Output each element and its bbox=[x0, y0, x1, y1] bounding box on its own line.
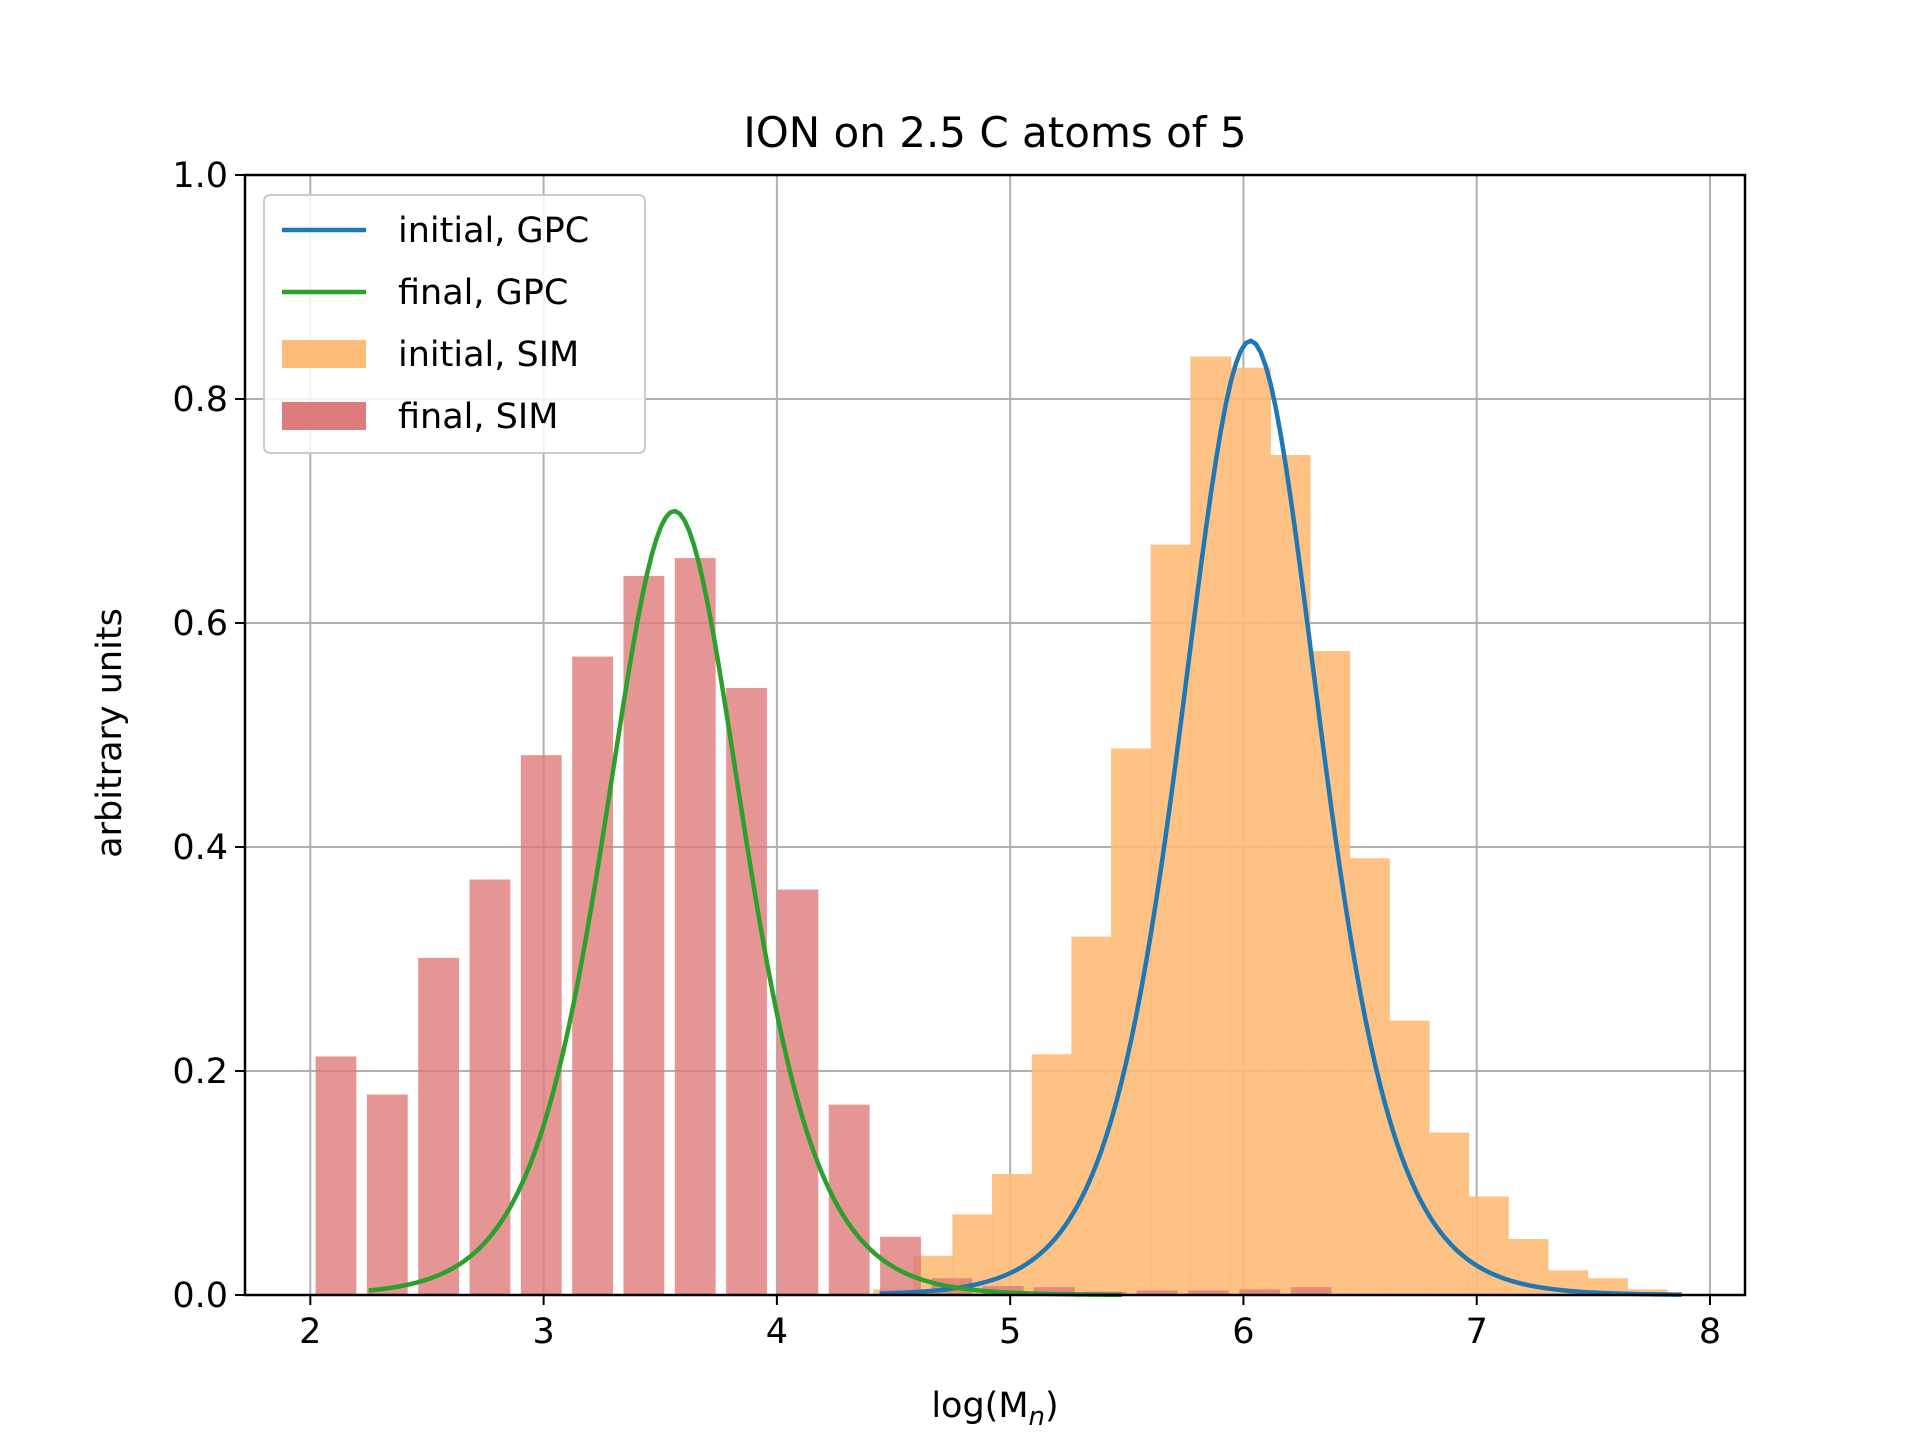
y-tick-label: 1.0 bbox=[172, 156, 228, 196]
bar-final-sim bbox=[469, 879, 511, 1295]
plot-frame bbox=[243, 173, 1747, 1297]
legend-label: final, GPC bbox=[398, 273, 568, 313]
bar-initial-sim bbox=[1309, 651, 1351, 1295]
y-axis-ticks: 0.0 0.2 0.4 0.6 0.8 1.0 bbox=[172, 156, 245, 1316]
legend-label: initial, SIM bbox=[398, 335, 579, 375]
x-tick-label: 2 bbox=[299, 1312, 321, 1352]
y-tick-label: 0.4 bbox=[172, 828, 228, 868]
x-axis-label: log(Mn) bbox=[931, 1386, 1058, 1432]
bar-final-sim bbox=[366, 1094, 408, 1295]
y-tick-label: 0.0 bbox=[172, 1276, 228, 1316]
y-tick-label: 0.8 bbox=[172, 380, 228, 420]
y-tick-label: 0.2 bbox=[172, 1052, 228, 1092]
bar-initial-sim bbox=[1190, 356, 1232, 1295]
bar-final-sim bbox=[674, 558, 716, 1295]
chart-title: ION on 2.5 C atoms of 5 bbox=[743, 108, 1246, 157]
legend-label: final, SIM bbox=[398, 397, 558, 437]
legend-patch-swatch bbox=[282, 402, 366, 430]
x-tick-label: 7 bbox=[1466, 1312, 1488, 1352]
line-final-gpc bbox=[368, 508, 1123, 1298]
bar-initial-sim bbox=[1071, 936, 1113, 1295]
bar-initial-sim bbox=[1150, 544, 1192, 1295]
legend: initial, GPC final, GPC initial, SIM final,… bbox=[263, 194, 646, 454]
bar-initial-sim bbox=[1349, 858, 1390, 1295]
x-tick-label: 4 bbox=[766, 1312, 788, 1352]
x-tick-label: 6 bbox=[1232, 1312, 1254, 1352]
bar-initial-sim bbox=[1111, 748, 1152, 1295]
bar-final-sim bbox=[520, 755, 562, 1295]
bar-layer bbox=[315, 356, 1668, 1295]
bar-final-sim bbox=[1188, 1290, 1229, 1295]
x-tick-label: 5 bbox=[999, 1312, 1021, 1352]
bar-final-sim bbox=[726, 687, 767, 1295]
bar-initial-sim bbox=[1230, 367, 1271, 1295]
bar-initial-sim bbox=[992, 1174, 1033, 1295]
bar-final-sim bbox=[880, 1236, 921, 1295]
x-axis-ticks: 2 3 4 5 6 7 8 bbox=[299, 1295, 1721, 1352]
line-initial-gpc bbox=[879, 338, 1682, 1297]
line-layer bbox=[368, 338, 1682, 1298]
bar-final-sim bbox=[1136, 1290, 1178, 1295]
x-axis-label-subscript: n bbox=[1029, 1402, 1045, 1432]
x-tick-label: 8 bbox=[1699, 1312, 1721, 1352]
legend-box bbox=[263, 194, 646, 454]
legend-label: initial, GPC bbox=[398, 211, 589, 251]
bar-final-sim bbox=[315, 1056, 357, 1295]
bar-initial-sim bbox=[1269, 455, 1311, 1295]
bar-final-sim bbox=[777, 889, 819, 1295]
bar-final-sim bbox=[623, 575, 665, 1295]
legend-patch-swatch bbox=[282, 340, 366, 368]
y-axis-label: arbitrary units bbox=[90, 608, 130, 858]
bar-final-sim bbox=[1290, 1287, 1332, 1295]
bar-initial-sim bbox=[1388, 1020, 1430, 1295]
x-tick-label: 3 bbox=[532, 1312, 554, 1352]
bar-initial-sim bbox=[1428, 1132, 1470, 1295]
bar-initial-sim bbox=[1031, 1054, 1073, 1295]
bar-final-sim bbox=[1239, 1289, 1281, 1295]
bar-final-sim bbox=[418, 957, 460, 1295]
y-tick-label: 0.6 bbox=[172, 604, 228, 644]
bar-final-sim bbox=[1034, 1287, 1075, 1295]
